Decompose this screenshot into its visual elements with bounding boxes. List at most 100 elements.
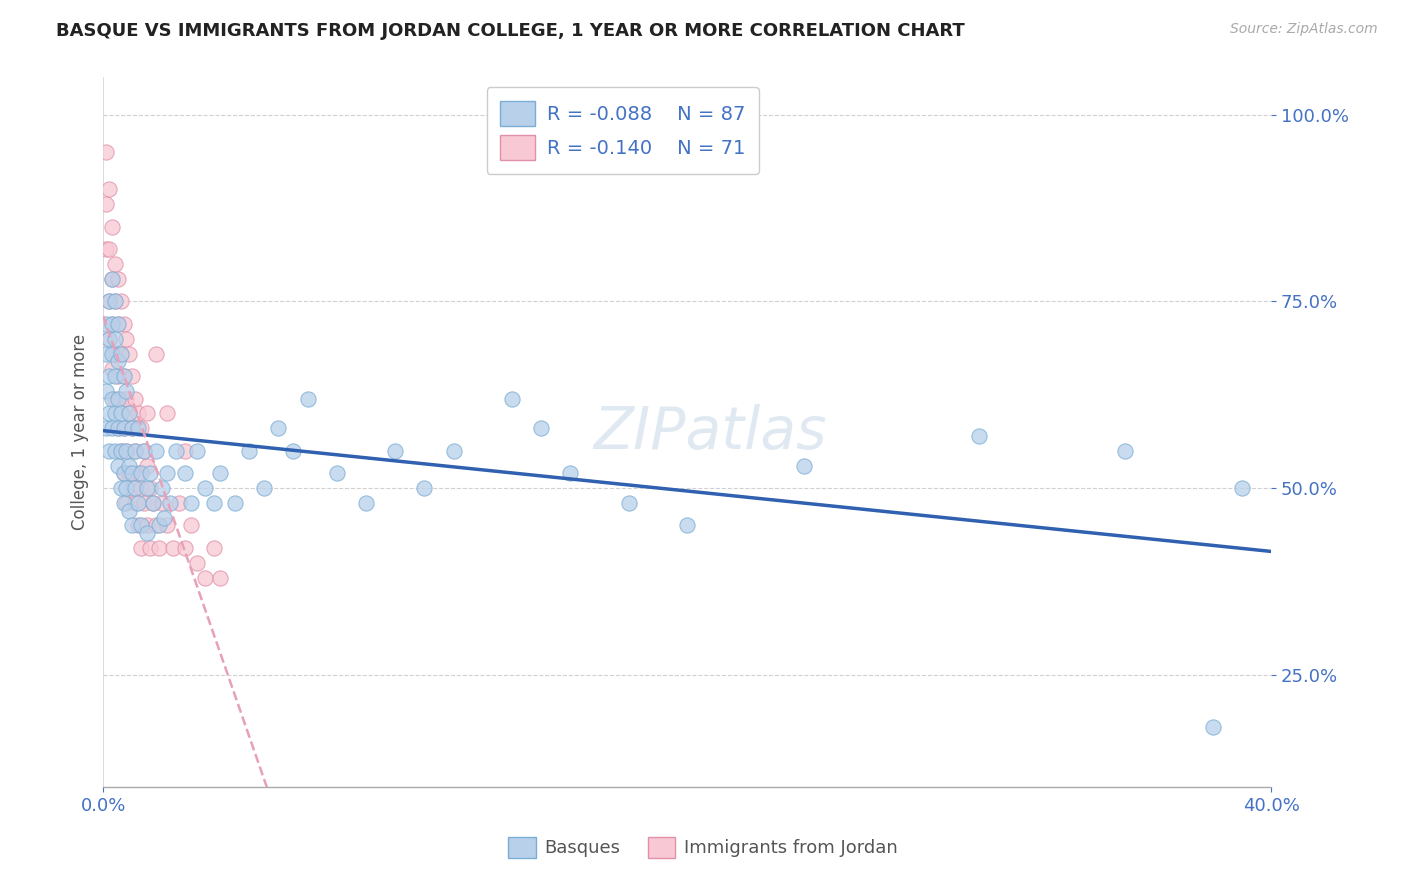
Point — [104, 407, 127, 421]
Point — [107, 272, 129, 286]
Point — [98, 294, 121, 309]
Point — [107, 458, 129, 473]
Point — [101, 317, 124, 331]
Point — [145, 518, 167, 533]
Point — [98, 242, 121, 256]
Point — [110, 347, 132, 361]
Point — [94, 384, 117, 398]
Point — [107, 421, 129, 435]
Point — [129, 518, 152, 533]
Point — [94, 145, 117, 160]
Point — [98, 294, 121, 309]
Point — [115, 443, 138, 458]
Point — [127, 496, 149, 510]
Point — [118, 347, 141, 361]
Point — [112, 421, 135, 435]
Point — [224, 496, 246, 510]
Point — [145, 347, 167, 361]
Point — [118, 407, 141, 421]
Point — [1114, 443, 1136, 458]
Point — [121, 518, 143, 533]
Text: BASQUE VS IMMIGRANTS FROM JORDAN COLLEGE, 1 YEAR OR MORE CORRELATION CHART: BASQUE VS IMMIGRANTS FROM JORDAN COLLEGE… — [56, 22, 965, 40]
Point — [173, 443, 195, 458]
Point — [98, 332, 121, 346]
Point — [127, 421, 149, 435]
Point — [617, 496, 640, 510]
Point — [148, 518, 170, 533]
Point — [101, 272, 124, 286]
Point — [384, 443, 406, 458]
Point — [98, 369, 121, 384]
Point — [129, 481, 152, 495]
Point — [180, 518, 202, 533]
Point — [793, 458, 815, 473]
Point — [202, 496, 225, 510]
Point — [112, 421, 135, 435]
Point — [156, 518, 179, 533]
Point — [104, 443, 127, 458]
Point — [281, 443, 304, 458]
Point — [194, 571, 217, 585]
Point — [156, 407, 179, 421]
Point — [159, 496, 181, 510]
Point — [297, 392, 319, 406]
Point — [94, 347, 117, 361]
Point — [107, 317, 129, 331]
Point — [238, 443, 260, 458]
Point — [124, 481, 146, 495]
Point — [325, 467, 347, 481]
Point — [121, 369, 143, 384]
Point — [1230, 481, 1253, 495]
Point — [173, 467, 195, 481]
Point — [530, 421, 553, 435]
Text: ZIPatlas: ZIPatlas — [593, 404, 827, 460]
Point — [124, 443, 146, 458]
Point — [208, 571, 231, 585]
Point — [194, 481, 217, 495]
Point — [115, 496, 138, 510]
Point — [501, 392, 523, 406]
Point — [104, 257, 127, 271]
Point — [107, 421, 129, 435]
Point — [167, 496, 190, 510]
Point — [443, 443, 465, 458]
Point — [101, 272, 124, 286]
Point — [110, 294, 132, 309]
Point — [148, 541, 170, 555]
Point — [129, 421, 152, 435]
Point — [127, 467, 149, 481]
Point — [129, 467, 152, 481]
Point — [107, 392, 129, 406]
Point — [173, 541, 195, 555]
Point — [162, 541, 184, 555]
Point — [101, 219, 124, 234]
Point — [150, 481, 173, 495]
Point — [101, 347, 124, 361]
Point — [136, 458, 159, 473]
Point — [94, 421, 117, 435]
Y-axis label: College, 1 year or more: College, 1 year or more — [72, 334, 89, 530]
Point — [142, 496, 165, 510]
Point — [132, 443, 155, 458]
Point — [413, 481, 436, 495]
Point — [101, 421, 124, 435]
Point — [104, 294, 127, 309]
Point — [267, 421, 290, 435]
Point — [115, 384, 138, 398]
Point — [676, 518, 699, 533]
Point — [112, 467, 135, 481]
Point — [112, 369, 135, 384]
Text: Source: ZipAtlas.com: Source: ZipAtlas.com — [1230, 22, 1378, 37]
Point — [107, 317, 129, 331]
Point — [112, 317, 135, 331]
Point — [124, 392, 146, 406]
Point — [132, 443, 155, 458]
Point — [118, 407, 141, 421]
Point — [145, 443, 167, 458]
Point — [104, 347, 127, 361]
Point — [115, 332, 138, 346]
Point — [136, 518, 159, 533]
Point — [118, 503, 141, 517]
Point — [110, 347, 132, 361]
Legend: R = -0.088    N = 87, R = -0.140    N = 71: R = -0.088 N = 87, R = -0.140 N = 71 — [486, 87, 759, 174]
